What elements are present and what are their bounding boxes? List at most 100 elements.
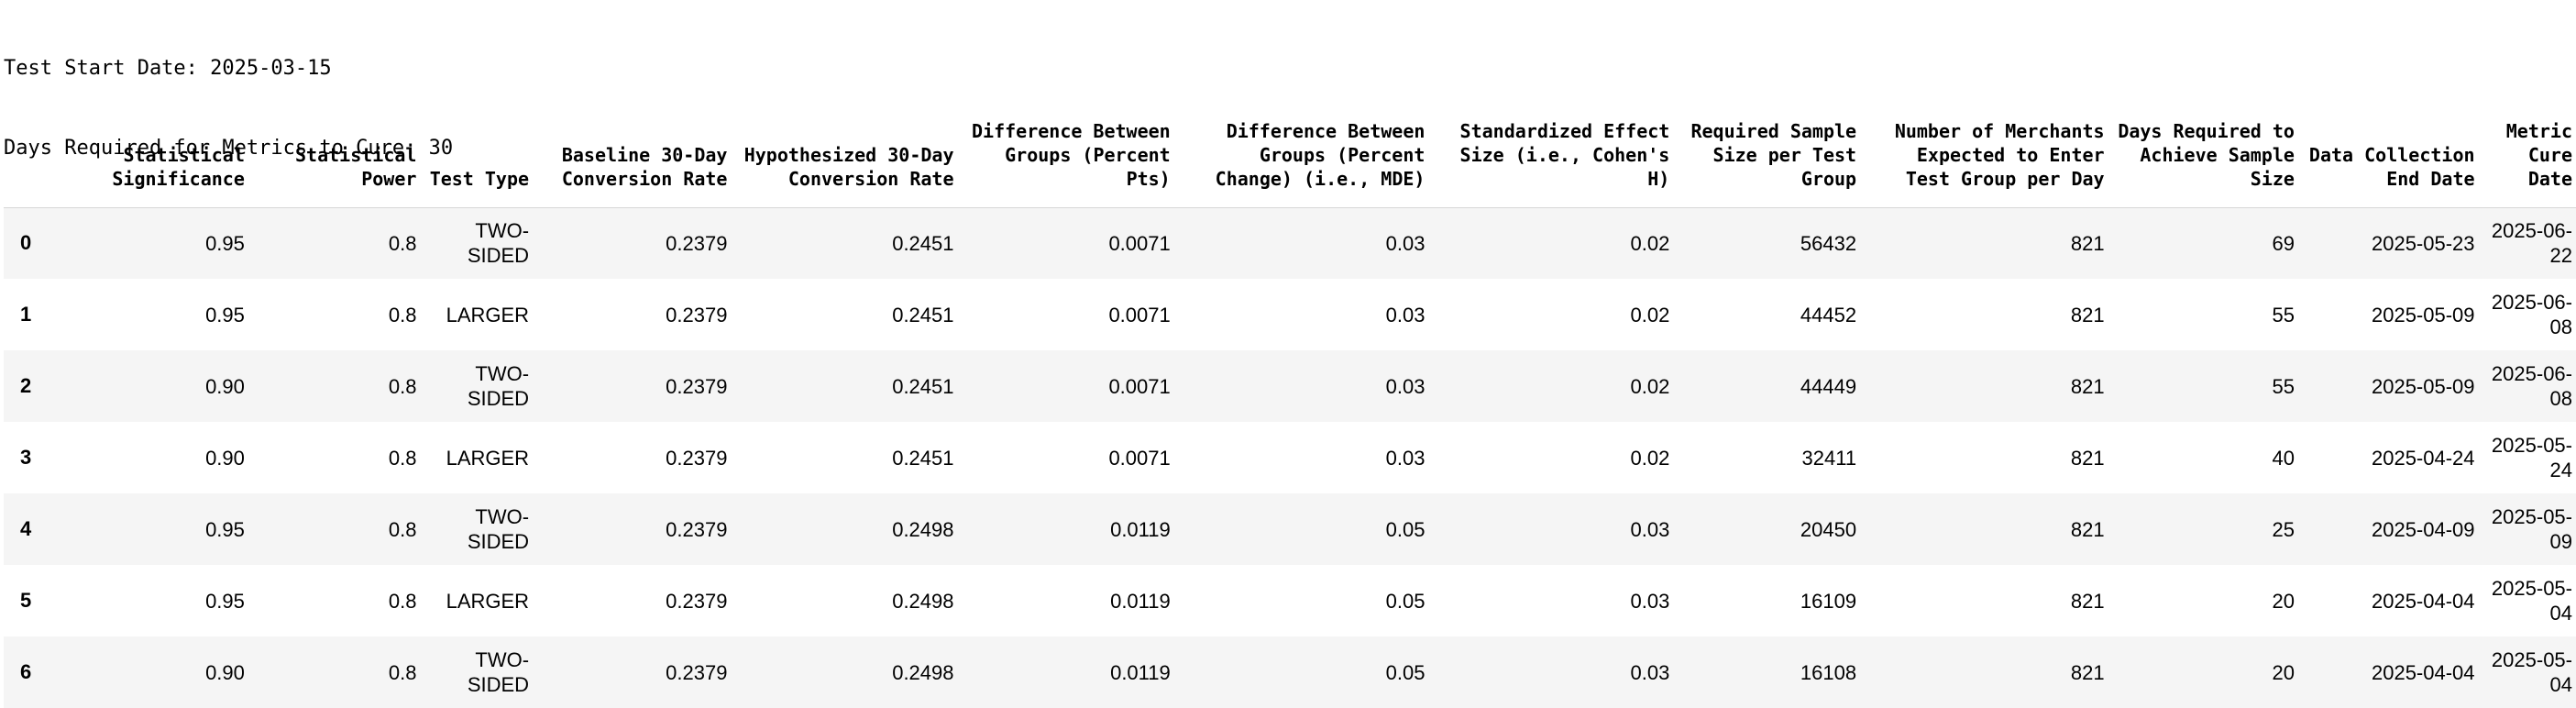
cell-difference-pct: 0.03	[1385, 374, 1426, 398]
cell-baseline-rate: 0.2379	[666, 231, 728, 255]
column-header-cure-date: Metric Cure Date	[2505, 119, 2572, 190]
column-header-days-required: Days Required to Achieve Sample Size	[2118, 119, 2295, 190]
cell-difference-pct: 0.05	[1385, 660, 1426, 684]
cell-merchants-per-day: 821	[2070, 660, 2105, 684]
cell-merchants-per-day: 821	[2070, 374, 2105, 398]
column-header-baseline-rate: Baseline 30-Day Conversion Rate	[561, 143, 728, 190]
cell-days-required: 40	[2272, 446, 2295, 470]
cell-baseline-rate: 0.2379	[666, 446, 728, 470]
cell-baseline-rate: 0.2379	[666, 303, 728, 326]
cell-merchants-per-day: 821	[2070, 589, 2105, 613]
cell-test-type: LARGER	[446, 589, 530, 613]
table-header-row: Statistical Significance Statistical Pow…	[4, 84, 2576, 207]
table-row: 2 0.90 0.8 TWO-SIDED 0.2379 0.2451 0.007…	[4, 350, 2576, 422]
cell-significance: 0.90	[205, 374, 245, 398]
column-header-power: Statistical Power	[294, 143, 417, 190]
cell-significance: 0.90	[205, 446, 245, 470]
row-index: 1	[20, 303, 32, 326]
cell-collection-end: 2025-04-09	[2371, 517, 2475, 541]
cell-significance: 0.95	[205, 589, 245, 613]
cell-difference-pts: 0.0071	[1108, 446, 1171, 470]
cell-test-type: TWO-SIDED	[467, 648, 530, 696]
cell-difference-pts: 0.0119	[1110, 517, 1171, 541]
cell-power: 0.8	[388, 446, 417, 470]
row-index: 2	[20, 374, 32, 397]
cell-effect-size: 0.02	[1630, 303, 1670, 326]
table-row: 6 0.90 0.8 TWO-SIDED 0.2379 0.2498 0.011…	[4, 636, 2576, 708]
row-index: 3	[20, 446, 32, 469]
cell-hypothesized-rate: 0.2498	[892, 660, 954, 684]
cell-hypothesized-rate: 0.2498	[892, 517, 954, 541]
cell-baseline-rate: 0.2379	[666, 374, 728, 398]
cell-test-type: TWO-SIDED	[467, 362, 530, 410]
test-start-date-line: Test Start Date: 2025-03-15	[4, 57, 332, 80]
column-header-collection-end: Data Collection End Date	[2308, 143, 2475, 190]
cell-collection-end: 2025-05-23	[2371, 231, 2475, 255]
cell-effect-size: 0.03	[1630, 517, 1670, 541]
cell-hypothesized-rate: 0.2451	[892, 231, 954, 255]
cell-significance: 0.90	[205, 660, 245, 684]
cell-hypothesized-rate: 0.2451	[892, 446, 954, 470]
cell-power: 0.8	[388, 517, 417, 541]
row-index: 5	[20, 589, 32, 612]
cell-effect-size: 0.02	[1630, 446, 1670, 470]
cell-power: 0.8	[388, 589, 417, 613]
cell-collection-end: 2025-04-04	[2371, 589, 2475, 613]
cell-days-required: 69	[2272, 231, 2295, 255]
cell-sample-size: 44452	[1800, 303, 1857, 326]
cell-difference-pct: 0.05	[1385, 589, 1426, 613]
cell-cure-date: 2025-05-09	[2491, 505, 2572, 553]
cell-merchants-per-day: 821	[2070, 231, 2105, 255]
filter-description-line: Showing Testing Options Where the Requir…	[4, 216, 1194, 239]
column-header-effect-size: Standardized Effect Size (i.e., Cohen's …	[1459, 119, 1670, 190]
cell-sample-size: 44449	[1800, 374, 1857, 398]
cell-significance: 0.95	[205, 231, 245, 255]
cell-cure-date: 2025-05-04	[2491, 648, 2572, 696]
cell-significance: 0.95	[205, 303, 245, 326]
cell-merchants-per-day: 821	[2070, 303, 2105, 326]
cell-power: 0.8	[388, 303, 417, 326]
column-header-difference-pct: Difference Between Groups (Percent Chang…	[1215, 119, 1426, 190]
cell-cure-date: 2025-06-22	[2491, 219, 2572, 268]
cell-baseline-rate: 0.2379	[666, 660, 728, 684]
results-table: Statistical Significance Statistical Pow…	[4, 84, 2576, 708]
cell-power: 0.8	[388, 374, 417, 398]
cell-collection-end: 2025-05-09	[2371, 374, 2475, 398]
cell-difference-pts: 0.0119	[1110, 660, 1171, 684]
cell-effect-size: 0.03	[1630, 589, 1670, 613]
cell-hypothesized-rate: 0.2498	[892, 589, 954, 613]
cell-collection-end: 2025-05-09	[2371, 303, 2475, 326]
cell-difference-pct: 0.05	[1385, 517, 1426, 541]
cell-cure-date: 2025-05-04	[2491, 577, 2572, 625]
cell-sample-size: 56432	[1800, 231, 1857, 255]
cell-hypothesized-rate: 0.2451	[892, 374, 954, 398]
cell-cure-date: 2025-06-08	[2491, 291, 2572, 338]
cell-significance: 0.95	[205, 517, 245, 541]
cell-merchants-per-day: 821	[2070, 517, 2105, 541]
column-header-merchants-per-day: Number of Merchants Expected to Enter Te…	[1894, 119, 2105, 190]
cell-cure-date: 2025-05-24	[2491, 434, 2572, 481]
cell-days-required: 55	[2272, 374, 2295, 398]
cell-merchants-per-day: 821	[2070, 446, 2105, 470]
cell-baseline-rate: 0.2379	[666, 517, 728, 541]
column-header-index	[4, 84, 76, 207]
cell-baseline-rate: 0.2379	[666, 589, 728, 613]
days-to-cure-line: Days Required for Metrics to Cure: 30	[4, 137, 454, 160]
column-header-test-type: Test Type	[429, 167, 530, 190]
table-row: 0 0.95 0.8 TWO-SIDED 0.2379 0.2451 0.007…	[4, 207, 2576, 279]
cell-effect-size: 0.02	[1630, 374, 1670, 398]
table-row: 3 0.90 0.8 LARGER 0.2379 0.2451 0.0071 0…	[4, 422, 2576, 493]
column-header-hypothesized-rate: Hypothesized 30-Day Conversion Rate	[743, 143, 954, 190]
cell-difference-pct: 0.03	[1385, 446, 1426, 470]
cell-days-required: 25	[2272, 517, 2295, 541]
cell-collection-end: 2025-04-24	[2371, 446, 2475, 470]
cell-collection-end: 2025-04-04	[2371, 660, 2475, 684]
cell-effect-size: 0.02	[1630, 231, 1670, 255]
output-text: Test Start Date: 2025-03-15 Days Require…	[4, 0, 2576, 294]
cell-difference-pts: 0.0071	[1108, 303, 1171, 326]
cell-days-required: 55	[2272, 303, 2295, 326]
cell-difference-pct: 0.03	[1385, 303, 1426, 326]
cell-effect-size: 0.03	[1630, 660, 1670, 684]
column-header-significance: Statistical Significance	[112, 143, 245, 190]
table-row: 5 0.95 0.8 LARGER 0.2379 0.2498 0.0119 0…	[4, 565, 2576, 636]
